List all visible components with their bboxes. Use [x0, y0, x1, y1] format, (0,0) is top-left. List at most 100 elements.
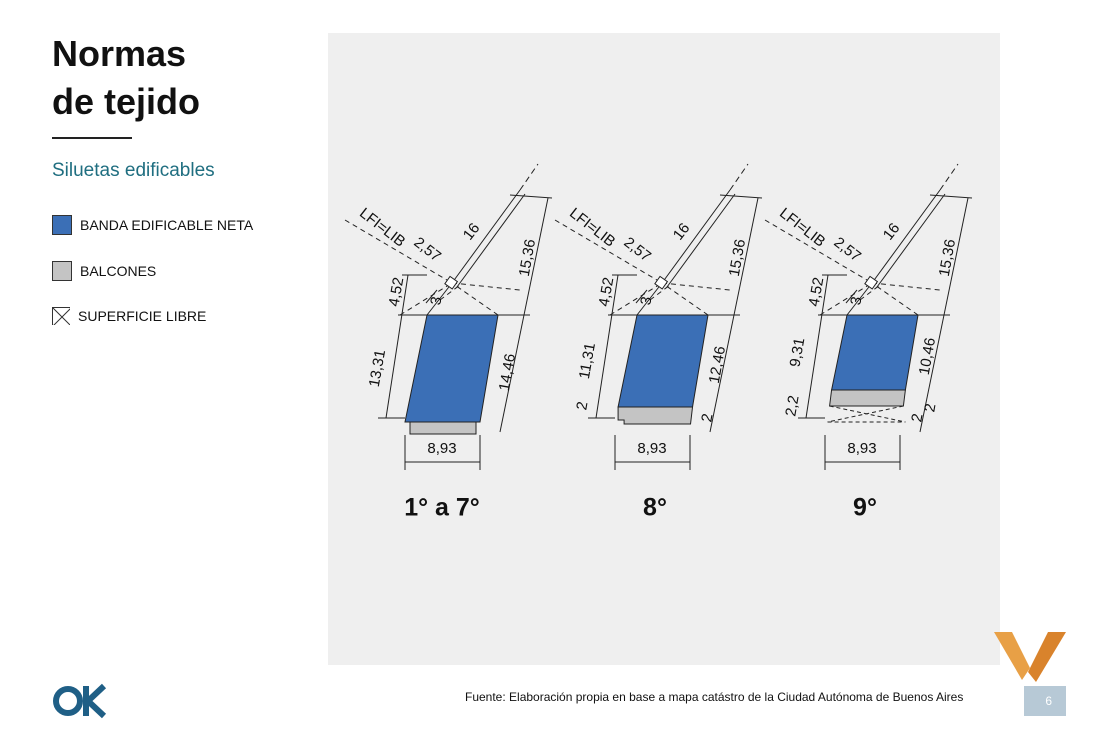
dimension-label: 2	[908, 412, 926, 423]
dim-line	[385, 274, 409, 419]
buildable-band	[404, 314, 499, 423]
dimension-label: 14,46	[496, 352, 519, 392]
dim-line	[845, 289, 858, 304]
dim-line	[876, 193, 946, 288]
dimension-label: LFI=LIB	[566, 205, 618, 251]
title-line: de tejido	[52, 81, 201, 122]
dimension-label: 2	[698, 412, 716, 423]
title-line: Normas	[52, 33, 187, 74]
dimension-label: 3	[427, 295, 445, 306]
dimension-label: 2,57	[831, 234, 864, 265]
balcony	[829, 389, 906, 407]
dimension-label: 4,52	[806, 276, 828, 308]
dim-line	[827, 405, 904, 423]
dim-line	[554, 219, 663, 284]
dim-line	[846, 282, 873, 316]
dim-line	[805, 274, 829, 419]
legend-label: BALCONES	[80, 263, 157, 279]
floor-caption: 1° a 7°	[404, 494, 480, 522]
dim-line	[661, 282, 731, 291]
source: Fuente: Elaboración propia en base a map…	[465, 690, 964, 704]
buildable-band	[830, 314, 919, 391]
dim-line	[871, 189, 941, 284]
dim-line	[819, 282, 873, 316]
dimension-label: 11,31	[576, 341, 599, 380]
dim-line	[425, 289, 438, 304]
dim-line	[661, 282, 709, 316]
dimension-label: 8,93	[637, 440, 666, 457]
dimension-label: 15,36	[516, 238, 539, 278]
swatch	[52, 261, 72, 281]
buildable-band	[617, 314, 709, 408]
dimension-label: 2,57	[621, 234, 654, 265]
dimension-label: 12,46	[706, 345, 729, 385]
dim-line	[451, 282, 499, 316]
page-number-text: 6	[1045, 694, 1052, 708]
legend-label: SUPERFICIE LIBRE	[78, 308, 207, 324]
title: Normas de tejido	[52, 30, 200, 126]
dim-line	[399, 282, 453, 316]
dimension-label: 15,36	[936, 238, 959, 278]
dimension-label: 3	[637, 295, 655, 306]
dim-line	[595, 274, 619, 419]
dimension-label: 4,52	[596, 276, 618, 308]
apex	[864, 275, 879, 290]
balcony	[409, 421, 477, 435]
dimension-label: 15,36	[726, 238, 749, 278]
dim-line	[344, 219, 453, 284]
swatch	[52, 215, 72, 235]
dimension-label: 16	[670, 220, 694, 244]
dim-line	[939, 163, 959, 191]
dim-line	[509, 194, 553, 199]
dimension-label: 10,46	[916, 336, 939, 376]
divider	[52, 137, 132, 139]
dim-line	[764, 219, 873, 284]
swatch	[52, 307, 70, 325]
dim-line	[719, 194, 763, 199]
dim-line	[519, 163, 539, 191]
dimension-label: 4,52	[386, 276, 408, 308]
dim-line	[666, 193, 736, 288]
dim-line	[871, 282, 919, 316]
dimension-label: 8,93	[847, 440, 876, 457]
dimension-label: LFI=LIB	[776, 205, 828, 251]
dimension-label: 2	[921, 402, 939, 413]
dim-line	[729, 163, 749, 191]
dim-line	[636, 282, 663, 316]
dim-line	[451, 282, 521, 291]
page-number: 6	[1024, 686, 1066, 716]
legend-label: BANDA EDIFICABLE NETA	[80, 217, 254, 233]
legend-item: SUPERFICIE LIBRE	[52, 307, 206, 325]
dim-line	[635, 289, 648, 304]
dim-line	[609, 282, 663, 316]
dimension-label: 16	[880, 220, 904, 244]
dim-line	[426, 282, 453, 316]
dimension-label: 3	[847, 295, 865, 306]
floor-caption: 9°	[853, 494, 877, 522]
dim-line	[649, 284, 671, 301]
apex	[654, 275, 669, 290]
dim-line	[859, 284, 881, 301]
dim-line	[439, 284, 461, 301]
dimension-label: 16	[460, 220, 484, 244]
dimension-label: 13,31	[366, 348, 389, 388]
apex	[444, 275, 459, 290]
dimension-label: 9,31	[787, 337, 809, 369]
dim-line	[661, 189, 731, 284]
balcony	[617, 406, 694, 425]
legend-item: BALCONES	[52, 261, 156, 281]
dim-line	[871, 282, 941, 291]
subtitle: Siluetas edificables	[52, 160, 215, 181]
dim-line	[929, 194, 973, 199]
legend-item: BANDA EDIFICABLE NETA	[52, 215, 253, 235]
dim-line	[456, 193, 526, 288]
dimension-label: LFI=LIB	[356, 205, 408, 251]
dimension-label: 2	[573, 400, 591, 411]
dimension-label: 8,93	[427, 440, 456, 457]
dimension-label: 2,2	[782, 394, 802, 417]
dimension-label: 2,57	[411, 234, 444, 265]
floor-caption: 8°	[643, 494, 667, 522]
dim-line	[451, 189, 521, 284]
